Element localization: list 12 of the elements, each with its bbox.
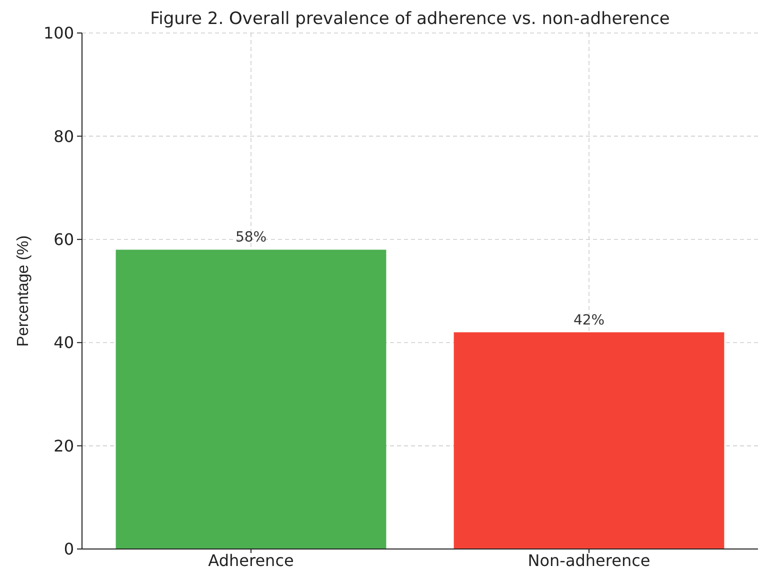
y-tick-label: 80 [54,126,74,146]
y-tick-label: 100 [43,24,74,43]
x-tick-label: Adherence [208,551,294,569]
y-tick-label: 40 [54,333,74,352]
y-tick-label: 0 [64,540,74,559]
data-label: 42% [573,312,605,328]
data-label: 58% [235,230,267,246]
y-tick-label: 60 [54,230,74,249]
y-axis-title: Percentage (%) [15,235,32,347]
x-tick-label: Non-adherence [528,551,650,569]
y-tick-label: 20 [54,436,74,456]
chart-title: Figure 2. Overall prevalence of adherence vs. non-adherence [150,9,670,29]
